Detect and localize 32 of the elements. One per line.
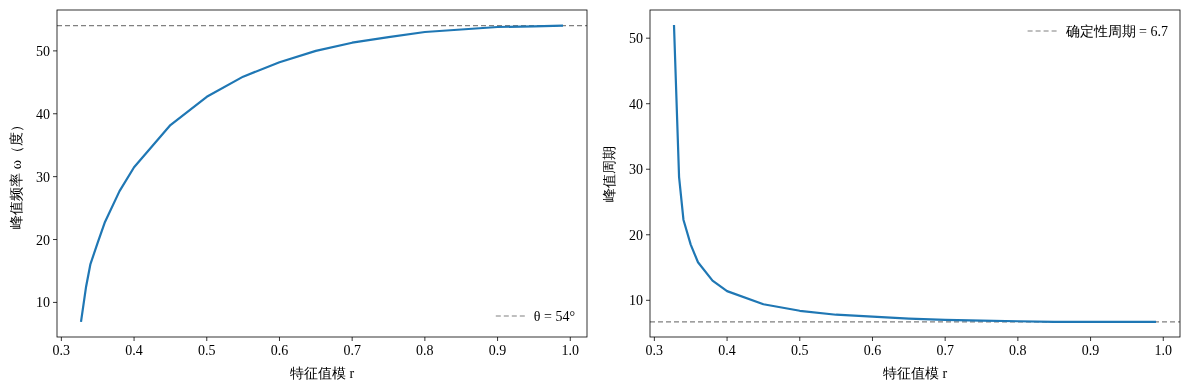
- y-tick-label: 30: [36, 169, 50, 185]
- x-axis-title: 特征值模 r: [882, 366, 948, 381]
- x-tick-label: 1.0: [561, 343, 580, 358]
- x-tick-label: 0.8: [416, 343, 434, 358]
- x-tick-label: 0.4: [125, 343, 143, 358]
- x-tick-label: 0.9: [488, 343, 507, 358]
- x-tick-label: 1.0: [1154, 343, 1173, 358]
- y-tick-label: 10: [36, 295, 50, 311]
- x-tick-label: 0.7: [343, 343, 361, 358]
- x-tick-label: 0.6: [863, 343, 882, 358]
- x-tick-label: 0.6: [270, 343, 289, 358]
- x-tick-label: 0.5: [198, 343, 216, 358]
- x-axis-title: 特征值模 r: [289, 366, 355, 381]
- y-tick-label: 40: [629, 96, 643, 112]
- x-tick-label: 0.9: [1081, 343, 1100, 358]
- legend-label: θ = 54°: [533, 309, 575, 324]
- x-tick-label: 0.7: [936, 343, 954, 358]
- y-tick-label: 50: [629, 31, 643, 47]
- y-tick-label: 20: [629, 227, 643, 243]
- y-tick-label: 10: [629, 293, 643, 309]
- y-axis-title: 峰值周期: [602, 145, 617, 202]
- x-tick-label: 0.4: [718, 343, 736, 358]
- x-tick-label: 0.3: [645, 343, 664, 358]
- y-tick-label: 50: [36, 43, 50, 59]
- x-tick-label: 0.3: [52, 343, 71, 358]
- y-tick-label: 30: [629, 162, 643, 178]
- legend-label: 确定性周期 = 6.7: [1064, 24, 1168, 39]
- y-axis-title: 峰值频率 ω（度）: [9, 118, 24, 229]
- x-tick-label: 0.5: [791, 343, 809, 358]
- x-tick-label: 0.8: [1009, 343, 1027, 358]
- y-tick-label: 40: [36, 106, 50, 122]
- y-tick-label: 20: [36, 232, 50, 248]
